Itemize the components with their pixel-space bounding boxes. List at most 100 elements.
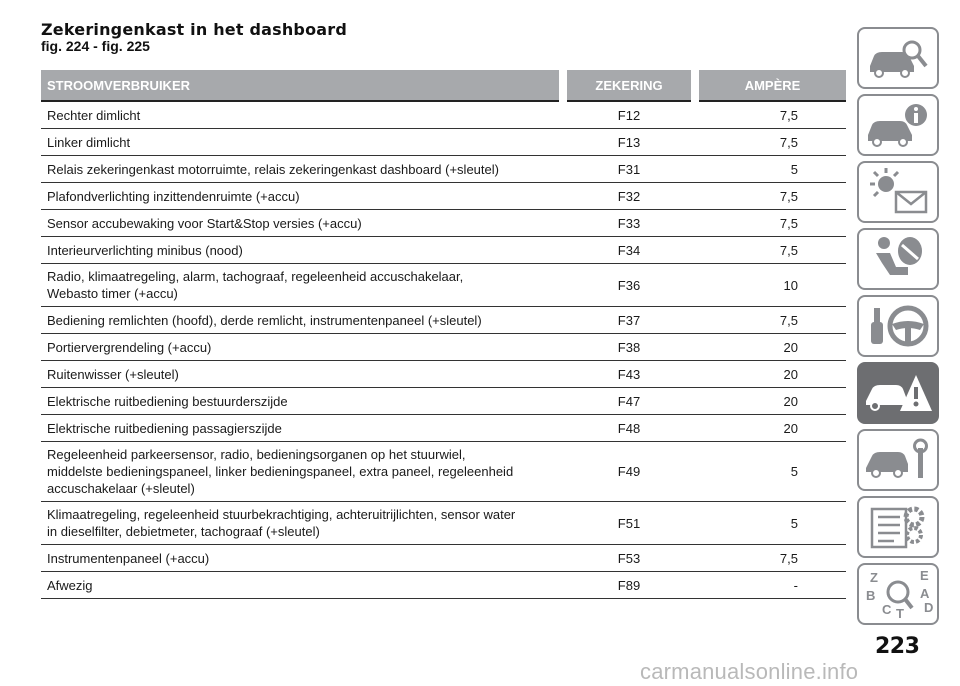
table-row: Ruitenwisser (+sleutel) F43 20 [41, 360, 846, 388]
index-letter: Z [870, 570, 878, 585]
table-row: Interieurverlichting minibus (nood) F34 7,… [41, 236, 846, 264]
ampere-cell: 7,5 [695, 128, 846, 156]
consumer-cell: Elektrische ruitbediening passagierszijd… [41, 414, 563, 442]
page-number: 223 [875, 634, 920, 659]
ampere-cell: 5 [695, 155, 846, 183]
consumer-cell: Instrumentenpaneel (+accu) [41, 544, 563, 572]
consumer-cell: Elektrische ruitbediening bestuurderszij… [41, 387, 563, 415]
ampere-cell: 7,5 [695, 209, 846, 237]
tab-car-info[interactable] [857, 94, 939, 156]
table-row: Sensor accubewaking voor Start&Stop vers… [41, 209, 846, 237]
car-info-icon [868, 104, 927, 147]
ampere-cell: 7,5 [695, 101, 846, 129]
fuse-cell: F38 [563, 333, 695, 361]
fuse-cell: F12 [563, 101, 695, 129]
table-row: Elektrische ruitbediening bestuurderszij… [41, 387, 846, 415]
fuse-cell: F51 [563, 501, 695, 545]
consumer-cell: Regeleenheid parkeersensor, radio, bedie… [41, 441, 563, 502]
tab-car-emergency[interactable] [857, 362, 939, 424]
ampere-cell: - [695, 571, 846, 599]
index-letter: E [920, 568, 929, 583]
section-title: Zekeringenkast in het dashboard [41, 20, 348, 39]
car-search-icon [870, 40, 928, 78]
fuse-cell: F48 [563, 414, 695, 442]
tab-seat-airbag[interactable] [857, 228, 939, 290]
fuse-table: STROOMVERBRUIKER ZEKERING AMPÈRE Rechter… [41, 70, 846, 599]
fuse-cell: F37 [563, 306, 695, 334]
tab-warning-lights[interactable] [857, 161, 939, 223]
fuse-cell: F43 [563, 360, 695, 388]
ampere-cell: 7,5 [695, 236, 846, 264]
fuse-cell: F32 [563, 182, 695, 210]
figure-reference: fig. 224 - fig. 225 [41, 38, 150, 54]
consumer-cell: Rechter dimlicht [41, 101, 563, 129]
warning-lights-icon [870, 168, 928, 214]
ampere-cell: 7,5 [695, 306, 846, 334]
ampere-cell: 20 [695, 414, 846, 442]
header-consumer: STROOMVERBRUIKER [41, 70, 567, 102]
tab-steering-wheel[interactable] [857, 295, 939, 357]
table-row: Klimaatregeling, regeleenheid stuurbekra… [41, 501, 846, 545]
consumer-cell: Linker dimlicht [41, 128, 563, 156]
index-letter: C [882, 602, 892, 617]
consumer-cell: Plafondverlichting inzittendenruimte (+a… [41, 182, 563, 210]
consumer-cell: Relais zekeringenkast motorruimte, relai… [41, 155, 563, 183]
tab-index[interactable]: Z E A B C T D [857, 563, 939, 625]
consumer-cell: Bediening remlichten (hoofd), derde reml… [41, 306, 563, 334]
fuse-cell: F33 [563, 209, 695, 237]
fuse-cell: F49 [563, 441, 695, 502]
table-row: Instrumentenpaneel (+accu) F53 7,5 [41, 544, 846, 572]
fuse-cell: F31 [563, 155, 695, 183]
table-row: Plafondverlichting inzittendenruimte (+a… [41, 182, 846, 210]
fuse-cell: F36 [563, 263, 695, 307]
index-letter: T [896, 606, 904, 620]
car-emergency-icon [866, 375, 932, 411]
consumer-cell: Afwezig [41, 571, 563, 599]
watermark: carmanualsonline.info [640, 659, 859, 684]
ampere-cell: 7,5 [695, 544, 846, 572]
ampere-cell: 20 [695, 360, 846, 388]
specs-gear-icon [870, 506, 925, 549]
consumer-cell: Ruitenwisser (+sleutel) [41, 360, 563, 388]
table-row: Relais zekeringenkast motorruimte, relai… [41, 155, 846, 183]
table-row: Portiervergrendeling (+accu) F38 20 [41, 333, 846, 361]
tab-car-maintenance[interactable] [857, 429, 939, 491]
index-letter: B [866, 588, 875, 603]
fuse-table-body: Rechter dimlicht F12 7,5 Linker dimlicht F13… [41, 101, 846, 599]
seat-airbag-icon [876, 237, 922, 275]
table-row: Regeleenheid parkeersensor, radio, bedie… [41, 441, 846, 502]
consumer-cell: Interieurverlichting minibus (nood) [41, 236, 563, 264]
consumer-cell: Portiervergrendeling (+accu) [41, 333, 563, 361]
ampere-cell: 10 [695, 263, 846, 307]
fuse-cell: F89 [563, 571, 695, 599]
fuse-cell: F47 [563, 387, 695, 415]
ampere-cell: 20 [695, 333, 846, 361]
fuse-cell: F13 [563, 128, 695, 156]
fuse-cell: F53 [563, 544, 695, 572]
index-letter: A [920, 586, 930, 601]
tab-specs-gear[interactable] [857, 496, 939, 558]
fuse-cell: F34 [563, 236, 695, 264]
ampere-cell: 20 [695, 387, 846, 415]
ampere-cell: 5 [695, 501, 846, 545]
car-maintenance-icon [866, 438, 928, 478]
table-row: Bediening remlichten (hoofd), derde reml… [41, 306, 846, 334]
table-header-row: STROOMVERBRUIKER ZEKERING AMPÈRE [41, 70, 846, 102]
tab-car-search[interactable] [857, 27, 939, 89]
header-fuse: ZEKERING [563, 70, 699, 102]
header-ampere: AMPÈRE [695, 70, 846, 102]
ampere-cell: 7,5 [695, 182, 846, 210]
table-row: Radio, klimaatregeling, alarm, tachograa… [41, 263, 846, 307]
table-row: Linker dimlicht F13 7,5 [41, 128, 846, 156]
table-row: Rechter dimlicht F12 7,5 [41, 101, 846, 129]
index-search-icon: Z E A B C T D [866, 568, 933, 620]
chapter-sidebar: Z E A B C T D [857, 27, 943, 630]
consumer-cell: Klimaatregeling, regeleenheid stuurbekra… [41, 501, 563, 545]
consumer-cell: Radio, klimaatregeling, alarm, tachograa… [41, 263, 563, 307]
table-row: Afwezig F89- [41, 571, 846, 599]
steering-wheel-icon [871, 305, 929, 347]
ampere-cell: 5 [695, 441, 846, 502]
table-row: Elektrische ruitbediening passagierszijd… [41, 414, 846, 442]
index-letter: D [924, 600, 933, 615]
consumer-cell: Sensor accubewaking voor Start&Stop vers… [41, 209, 563, 237]
